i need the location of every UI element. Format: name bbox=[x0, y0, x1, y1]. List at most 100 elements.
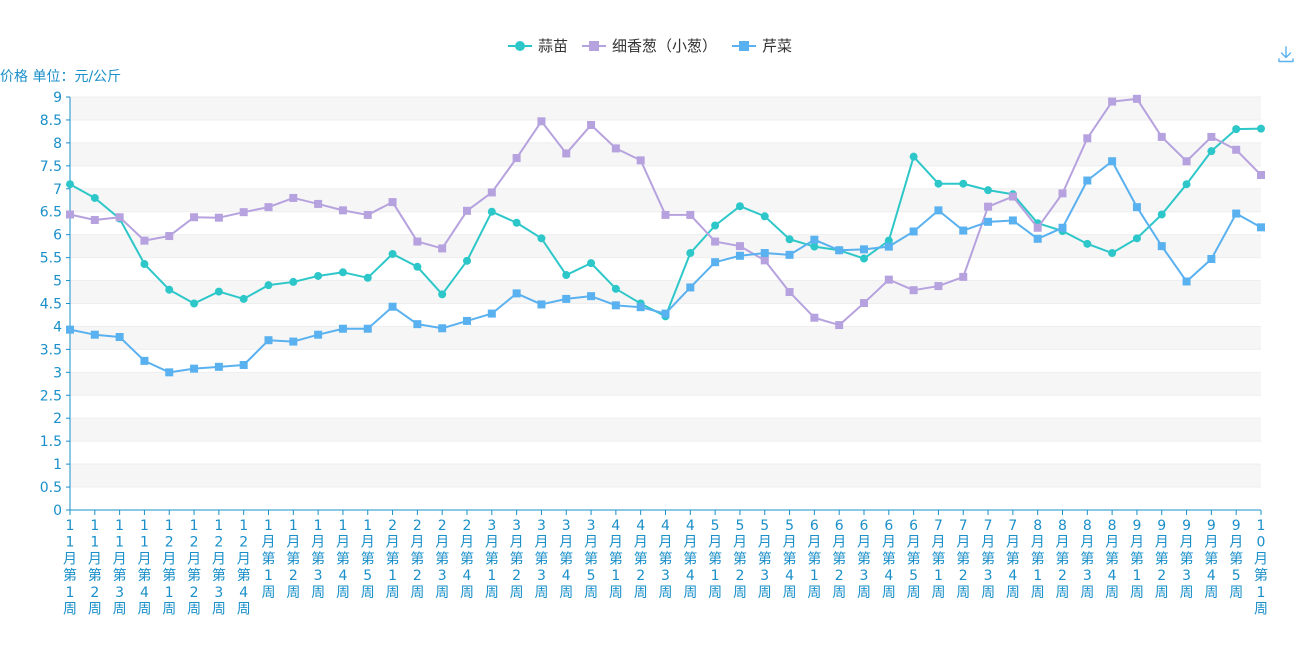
data-point[interactable] bbox=[562, 149, 571, 158]
data-point[interactable] bbox=[587, 259, 596, 268]
data-point[interactable] bbox=[835, 321, 844, 330]
download-icon[interactable] bbox=[1278, 46, 1294, 63]
data-point[interactable] bbox=[537, 300, 546, 309]
data-point[interactable] bbox=[1083, 239, 1092, 248]
data-point[interactable] bbox=[1108, 97, 1117, 106]
data-point[interactable] bbox=[115, 213, 124, 222]
data-point[interactable] bbox=[66, 180, 74, 189]
data-point[interactable] bbox=[636, 156, 645, 165]
data-point[interactable] bbox=[463, 206, 471, 215]
data-point[interactable] bbox=[214, 362, 223, 371]
data-point[interactable] bbox=[413, 320, 422, 329]
data-point[interactable] bbox=[711, 221, 720, 230]
data-point[interactable] bbox=[1232, 145, 1241, 154]
data-point[interactable] bbox=[934, 206, 943, 215]
data-point[interactable] bbox=[66, 210, 74, 219]
data-point[interactable] bbox=[314, 330, 323, 339]
data-point[interactable] bbox=[1232, 209, 1241, 218]
data-point[interactable] bbox=[537, 234, 546, 243]
data-point[interactable] bbox=[289, 193, 298, 202]
data-point[interactable] bbox=[1108, 249, 1117, 258]
data-point[interactable] bbox=[909, 286, 918, 295]
data-point[interactable] bbox=[1083, 176, 1092, 185]
data-point[interactable] bbox=[239, 208, 248, 217]
data-point[interactable] bbox=[760, 212, 769, 221]
data-point[interactable] bbox=[512, 154, 521, 163]
data-point[interactable] bbox=[785, 235, 794, 244]
data-point[interactable] bbox=[115, 332, 124, 341]
data-point[interactable] bbox=[537, 117, 546, 126]
data-point[interactable] bbox=[190, 364, 199, 373]
data-point[interactable] bbox=[487, 309, 496, 318]
data-point[interactable] bbox=[438, 324, 447, 333]
data-point[interactable] bbox=[884, 242, 893, 251]
data-point[interactable] bbox=[1157, 210, 1166, 219]
data-point[interactable] bbox=[264, 336, 273, 345]
data-point[interactable] bbox=[1058, 189, 1067, 198]
data-point[interactable] bbox=[512, 218, 521, 227]
data-point[interactable] bbox=[562, 271, 571, 280]
data-point[interactable] bbox=[487, 207, 496, 216]
data-point[interactable] bbox=[214, 213, 223, 222]
data-point[interactable] bbox=[860, 254, 868, 263]
data-point[interactable] bbox=[239, 294, 248, 303]
data-point[interactable] bbox=[785, 250, 794, 259]
data-point[interactable] bbox=[1132, 94, 1141, 103]
data-point[interactable] bbox=[90, 215, 99, 224]
data-point[interactable] bbox=[388, 302, 397, 311]
data-point[interactable] bbox=[1182, 157, 1191, 166]
data-point[interactable] bbox=[463, 256, 471, 265]
legend-item[interactable]: 芹菜 bbox=[732, 37, 792, 55]
data-point[interactable] bbox=[909, 152, 918, 161]
data-point[interactable] bbox=[1132, 203, 1141, 212]
data-point[interactable] bbox=[636, 303, 645, 312]
data-point[interactable] bbox=[363, 273, 372, 282]
data-point[interactable] bbox=[289, 337, 298, 346]
data-point[interactable] bbox=[810, 235, 819, 244]
data-point[interactable] bbox=[661, 309, 670, 318]
legend-item[interactable]: 蒜苗 bbox=[508, 37, 568, 55]
data-point[interactable] bbox=[661, 210, 670, 219]
data-point[interactable] bbox=[90, 330, 99, 339]
data-point[interactable] bbox=[934, 179, 943, 188]
data-point[interactable] bbox=[388, 198, 397, 207]
data-point[interactable] bbox=[1157, 132, 1166, 141]
data-point[interactable] bbox=[611, 284, 620, 293]
data-point[interactable] bbox=[860, 245, 868, 254]
data-point[interactable] bbox=[264, 281, 273, 290]
data-point[interactable] bbox=[487, 188, 496, 197]
data-point[interactable] bbox=[1058, 223, 1067, 232]
data-point[interactable] bbox=[735, 242, 744, 251]
data-point[interactable] bbox=[239, 360, 248, 369]
data-point[interactable] bbox=[438, 244, 447, 253]
data-point[interactable] bbox=[611, 144, 620, 153]
data-point[interactable] bbox=[760, 249, 769, 258]
data-point[interactable] bbox=[1033, 223, 1042, 232]
data-point[interactable] bbox=[214, 287, 223, 296]
data-point[interactable] bbox=[314, 199, 323, 208]
data-point[interactable] bbox=[711, 237, 720, 246]
data-point[interactable] bbox=[959, 179, 968, 188]
data-point[interactable] bbox=[785, 288, 794, 297]
data-point[interactable] bbox=[1108, 157, 1117, 166]
data-point[interactable] bbox=[1257, 223, 1265, 232]
data-point[interactable] bbox=[1182, 180, 1191, 189]
data-point[interactable] bbox=[413, 237, 422, 246]
data-point[interactable] bbox=[264, 203, 273, 212]
data-point[interactable] bbox=[363, 210, 372, 219]
data-point[interactable] bbox=[587, 292, 596, 301]
data-point[interactable] bbox=[90, 193, 99, 202]
legend-item[interactable]: 细香葱（小葱） bbox=[582, 37, 717, 55]
data-point[interactable] bbox=[463, 316, 471, 325]
data-point[interactable] bbox=[1157, 242, 1166, 251]
data-point[interactable] bbox=[686, 283, 695, 292]
data-point[interactable] bbox=[1083, 134, 1092, 143]
data-point[interactable] bbox=[810, 313, 819, 322]
data-point[interactable] bbox=[760, 256, 769, 265]
data-point[interactable] bbox=[934, 282, 943, 291]
data-point[interactable] bbox=[165, 368, 174, 377]
data-point[interactable] bbox=[984, 186, 993, 195]
data-point[interactable] bbox=[1257, 124, 1265, 133]
data-point[interactable] bbox=[140, 236, 149, 245]
data-point[interactable] bbox=[338, 268, 347, 277]
